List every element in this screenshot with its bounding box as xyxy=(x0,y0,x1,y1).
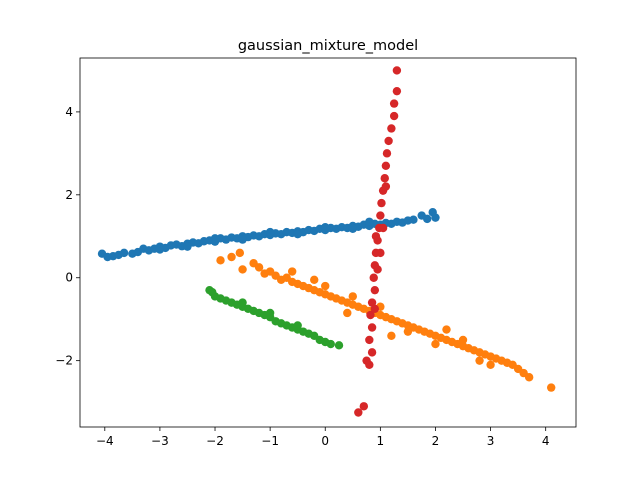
x-tick-label: 4 xyxy=(542,434,550,448)
x-tick-label: −4 xyxy=(96,434,114,448)
scatter-point-series-2 xyxy=(238,265,247,274)
scatter-point-series-4 xyxy=(369,273,378,282)
scatter-point-series-4 xyxy=(392,66,402,75)
y-tick-label: 0 xyxy=(65,271,73,285)
x-tick-label: 1 xyxy=(377,434,385,448)
scatter-points xyxy=(97,66,556,417)
scatter-point-series-2 xyxy=(547,383,556,392)
scatter-point-series-4 xyxy=(377,198,386,208)
x-tick-label: −1 xyxy=(261,434,279,448)
scatter-point-series-4 xyxy=(376,248,385,258)
scatter-point-series-2 xyxy=(475,356,484,365)
scatter-point-series-4 xyxy=(387,124,396,133)
y-tick-label: 2 xyxy=(65,188,73,202)
scatter-point-series-1 xyxy=(365,217,374,226)
chart-title: gaussian_mixture_model xyxy=(238,38,418,54)
scatter-point-series-4 xyxy=(366,310,375,320)
scatter-point-series-3 xyxy=(238,298,247,307)
scatter-point-series-2 xyxy=(216,256,225,265)
scatter-point-series-4 xyxy=(382,149,392,158)
scatter-point-series-2 xyxy=(348,292,357,301)
scatter-point-series-1 xyxy=(210,234,220,243)
scatter-point-series-4 xyxy=(354,408,363,417)
scatter-point-series-2 xyxy=(321,281,330,291)
scatter-point-series-2 xyxy=(254,263,264,272)
scatter-point-series-2 xyxy=(486,360,495,370)
scatter-point-series-4 xyxy=(389,111,399,121)
scatter-point-series-4 xyxy=(381,182,391,191)
scatter-point-series-3 xyxy=(293,321,302,330)
scatter-point-series-1 xyxy=(183,242,192,251)
scatter-point-series-2 xyxy=(310,275,319,285)
x-tick-label: 0 xyxy=(321,434,329,448)
x-tick-label: 3 xyxy=(487,434,495,448)
scatter-point-series-1 xyxy=(348,224,357,234)
scatter-point-series-1 xyxy=(409,215,418,224)
scatter-point-series-1 xyxy=(428,208,437,217)
scatter-point-series-2 xyxy=(458,335,468,345)
scatter-point-series-2 xyxy=(524,373,534,382)
scatter-point-series-1 xyxy=(238,235,247,244)
scatter-point-series-3 xyxy=(265,308,275,318)
scatter-point-series-4 xyxy=(367,348,377,357)
scatter-point-series-1 xyxy=(293,230,302,239)
scatter-point-series-4 xyxy=(370,304,380,314)
scatter-point-series-4 xyxy=(384,136,393,146)
scatter-point-series-4 xyxy=(371,232,381,241)
scatter-point-series-4 xyxy=(389,99,399,108)
scatter-point-series-2 xyxy=(442,325,451,334)
y-tick-label: −2 xyxy=(55,354,73,368)
scatter-point-series-1 xyxy=(119,248,129,258)
x-tick-label: 2 xyxy=(432,434,440,448)
scatter-point-series-3 xyxy=(334,341,344,350)
scatter-point-series-4 xyxy=(373,265,382,274)
scatter-point-series-4 xyxy=(376,211,385,220)
scatter-point-series-2 xyxy=(235,248,245,258)
scatter-point-series-1 xyxy=(321,222,330,232)
x-tick-label: −2 xyxy=(206,434,224,448)
scatter-point-series-4 xyxy=(392,86,402,96)
scatter-point-series-2 xyxy=(287,267,297,276)
scatter-point-series-3 xyxy=(326,339,335,349)
scatter-point-series-1 xyxy=(423,214,432,224)
scatter-point-series-4 xyxy=(367,323,377,332)
x-tick-label: −3 xyxy=(151,434,169,448)
scatter-point-series-2 xyxy=(227,252,236,262)
scatter-point-series-4 xyxy=(365,360,374,370)
scatter-point-series-2 xyxy=(387,331,396,340)
scatter-point-series-1 xyxy=(265,227,275,237)
x-axis: −4 −3 −2 −1 0 1 2 3 4 xyxy=(96,427,550,448)
scatter-point-series-4 xyxy=(380,174,389,183)
scatter-point-series-2 xyxy=(431,339,440,349)
scatter-point-series-1 xyxy=(155,245,165,254)
scatter-point-series-4 xyxy=(378,223,388,233)
scatter-point-series-4 xyxy=(365,335,374,345)
y-tick-label: 4 xyxy=(65,105,73,119)
scatter-point-series-4 xyxy=(381,161,391,170)
scatter-point-series-4 xyxy=(370,285,380,295)
scatter-point-series-4 xyxy=(359,402,369,411)
plot-frame xyxy=(79,57,577,428)
y-axis: −2 0 2 4 xyxy=(55,105,80,368)
scatter-point-series-2 xyxy=(403,327,413,336)
scatter-point-series-2 xyxy=(343,308,352,318)
